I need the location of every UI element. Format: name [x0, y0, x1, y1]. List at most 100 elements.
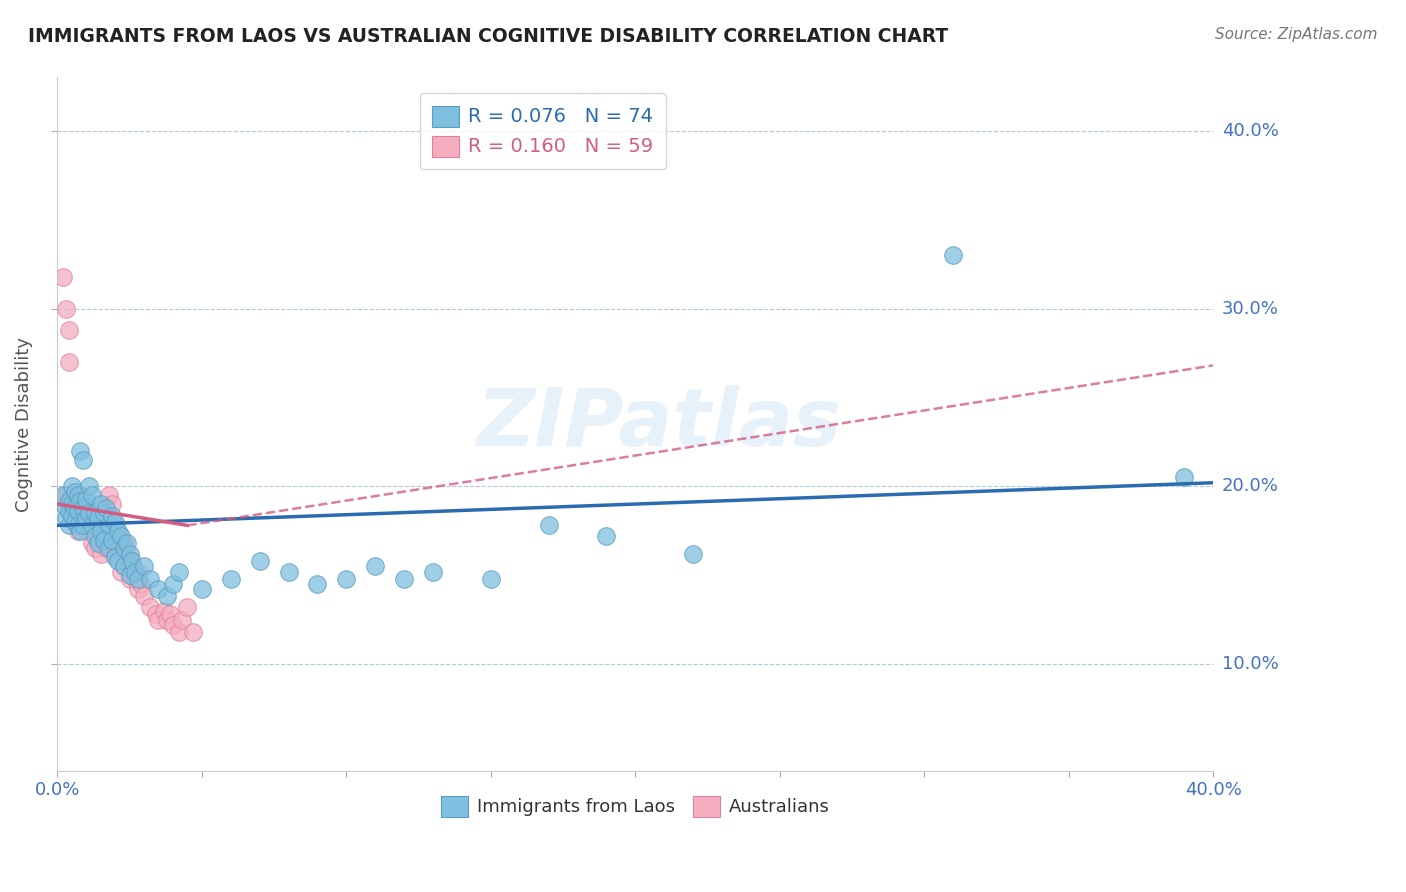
Point: [90, 524, 112, 538]
Point: [60, 497, 83, 511]
Point: [83, 524, 105, 538]
Legend: Immigrants from Laos, Australians: Immigrants from Laos, Australians: [433, 789, 837, 824]
Point: [72, 497, 94, 511]
Point: [72, 500, 94, 515]
Point: [121, 554, 143, 568]
Point: [127, 582, 149, 597]
Point: [87, 515, 110, 529]
Point: [101, 529, 124, 543]
Point: [107, 524, 129, 538]
Point: [93, 533, 115, 547]
Point: [90, 547, 112, 561]
Point: [139, 600, 162, 615]
Point: [63, 515, 86, 529]
Point: [75, 491, 97, 506]
Point: [422, 565, 444, 579]
Point: [364, 559, 387, 574]
Point: [58, 355, 80, 369]
Point: [162, 618, 184, 632]
Point: [112, 541, 135, 556]
Point: [66, 518, 89, 533]
Point: [145, 607, 167, 622]
Point: [69, 524, 91, 538]
Point: [167, 625, 190, 640]
Point: [77, 511, 100, 525]
Point: [96, 541, 118, 556]
Point: [121, 559, 143, 574]
Point: [104, 515, 127, 529]
Point: [104, 547, 127, 561]
Point: [63, 484, 86, 499]
Point: [112, 559, 135, 574]
Point: [277, 565, 299, 579]
Text: Source: ZipAtlas.com: Source: ZipAtlas.com: [1215, 27, 1378, 42]
Point: [139, 572, 162, 586]
Point: [55, 488, 77, 502]
Point: [58, 518, 80, 533]
Point: [537, 518, 560, 533]
Point: [335, 572, 357, 586]
Point: [55, 500, 77, 515]
Point: [58, 504, 80, 518]
Point: [90, 524, 112, 538]
Point: [170, 613, 193, 627]
Point: [60, 509, 83, 524]
Point: [96, 500, 118, 515]
Point: [118, 547, 141, 561]
Point: [98, 518, 121, 533]
Point: [176, 600, 198, 615]
Point: [167, 565, 190, 579]
Point: [112, 536, 135, 550]
Point: [124, 565, 146, 579]
Point: [55, 511, 77, 525]
Point: [80, 518, 103, 533]
Text: ZIPatlas: ZIPatlas: [475, 385, 841, 463]
Point: [69, 443, 91, 458]
Point: [83, 506, 105, 520]
Point: [69, 493, 91, 508]
Point: [72, 518, 94, 533]
Point: [110, 565, 132, 579]
Point: [83, 541, 105, 556]
Point: [219, 572, 242, 586]
Point: [93, 533, 115, 547]
Point: [595, 529, 617, 543]
Point: [98, 488, 121, 502]
Y-axis label: Cognitive Disability: Cognitive Disability: [15, 336, 32, 512]
Point: [69, 488, 91, 502]
Point: [115, 547, 138, 561]
Point: [66, 488, 89, 502]
Point: [58, 323, 80, 337]
Point: [83, 529, 105, 543]
Point: [132, 590, 155, 604]
Point: [118, 554, 141, 568]
Point: [66, 500, 89, 515]
Point: [181, 625, 204, 640]
Point: [87, 536, 110, 550]
Point: [153, 604, 176, 618]
Text: 20.0%: 20.0%: [1222, 477, 1278, 495]
Point: [101, 497, 124, 511]
Point: [77, 506, 100, 520]
Point: [107, 529, 129, 543]
Point: [63, 500, 86, 515]
Point: [63, 493, 86, 508]
Point: [87, 533, 110, 547]
Point: [124, 572, 146, 586]
Point: [55, 301, 77, 316]
Point: [118, 572, 141, 586]
Point: [110, 529, 132, 543]
Point: [479, 572, 502, 586]
Point: [75, 511, 97, 525]
Point: [60, 488, 83, 502]
Point: [132, 559, 155, 574]
Point: [104, 550, 127, 565]
Point: [93, 506, 115, 520]
Point: [75, 524, 97, 538]
Point: [77, 479, 100, 493]
Text: 30.0%: 30.0%: [1222, 300, 1278, 318]
Point: [118, 568, 141, 582]
Point: [104, 518, 127, 533]
Point: [156, 590, 179, 604]
Point: [52, 269, 75, 284]
